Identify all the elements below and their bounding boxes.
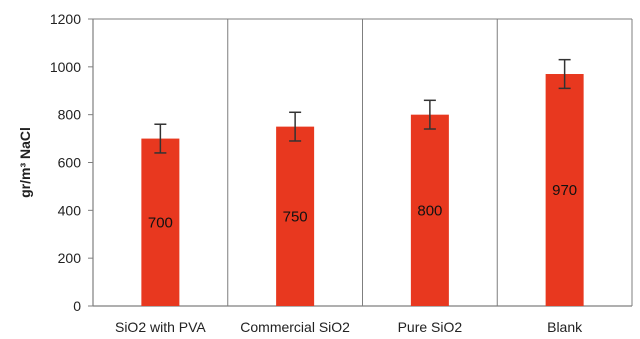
y-axis-title: gr/m³ NaCl [17, 127, 33, 198]
plot-frame [92, 18, 633, 307]
y-tick-label: 400 [58, 202, 82, 218]
x-tick-label: Blank [547, 319, 583, 335]
error-bars [154, 58, 571, 154]
bars [141, 74, 584, 307]
data-label: 750 [283, 208, 308, 225]
y-tick-label: 800 [58, 107, 82, 123]
data-label: 700 [148, 214, 173, 231]
x-axis: SiO2 with PVA Commercial SiO2 Pure SiO2 Bla… [115, 319, 583, 335]
x-tick-label: Commercial SiO2 [240, 319, 350, 335]
bar [276, 126, 315, 306]
data-labels: 700 750 800 970 [148, 182, 577, 231]
bar [141, 138, 180, 306]
data-label: 800 [417, 202, 442, 219]
data-label: 970 [552, 182, 577, 199]
y-tick-label: 600 [58, 155, 82, 171]
y-tick-label: 1200 [50, 11, 81, 27]
y-tick-label: 1000 [50, 59, 81, 75]
y-tick-label: 200 [58, 250, 82, 266]
bar [545, 74, 584, 306]
bar [410, 114, 449, 307]
x-tick-label: SiO2 with PVA [115, 319, 206, 335]
y-axis: 0 200 400 600 800 1000 1200 [50, 11, 93, 314]
y-tick-label: 0 [73, 298, 81, 314]
x-tick-label: Pure SiO2 [398, 319, 463, 335]
